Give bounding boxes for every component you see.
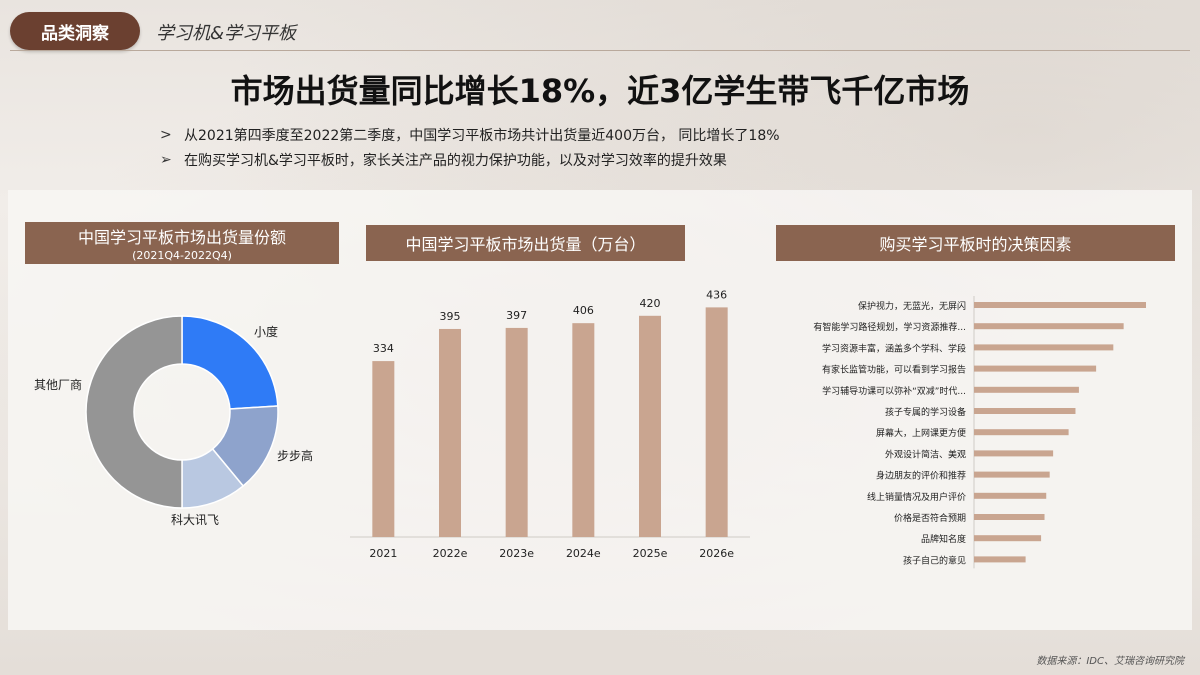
- bar: [974, 492, 1047, 499]
- shipment-chart-title-text: 中国学习平板市场出货量（万台）: [405, 235, 646, 254]
- bar: [974, 429, 1069, 436]
- category-tag: 品类洞察: [10, 12, 140, 50]
- bar: [974, 344, 1114, 351]
- bar: [639, 315, 661, 537]
- bullet-marker: ➢: [160, 151, 172, 168]
- donut-slice: [181, 315, 279, 410]
- bar-value-label: 334: [373, 342, 394, 355]
- x-tick-label: 2024e: [566, 547, 601, 560]
- data-source: 数据来源：IDC、艾瑞咨询研究院: [1036, 656, 1184, 667]
- bar: [974, 408, 1076, 414]
- category-label: 学习辅导功课可以弥补“双减”时代...: [822, 385, 966, 397]
- category-label: 屏幕大，上网课更方便: [876, 427, 966, 439]
- category-label: 价格是否符合预期: [894, 512, 966, 524]
- bar-value-label: 436: [706, 288, 727, 301]
- bar-value-label: 420: [640, 297, 661, 310]
- bar-value-label: 406: [573, 304, 594, 317]
- bar: [974, 535, 1042, 542]
- donut-label: 步步高: [277, 448, 313, 463]
- x-tick-label: 2023e: [499, 547, 534, 560]
- donut-label: 科大讯飞: [171, 513, 219, 527]
- x-tick-label: 2026e: [699, 547, 734, 560]
- category-label: 有智能学习路径规划，学习资源推荐...: [813, 321, 966, 333]
- category-label: 品牌知名度: [921, 533, 966, 545]
- bar: [974, 471, 1050, 478]
- category-label: 保护视力，无蓝光，无屏闪: [858, 300, 966, 312]
- x-tick-label: 2021: [369, 547, 397, 560]
- bar: [505, 327, 528, 537]
- share-chart-title: 中国学习平板市场出货量份额 (2021Q4-2022Q4): [25, 222, 339, 264]
- bar: [705, 307, 728, 537]
- bullet-item: > 从2021第四季度至2022第二季度，中国学习平板市场共计出货量近400万台…: [160, 122, 780, 147]
- shipment-bar-chart: 334 2021 395 2022e 397 2023e 406 2024e 420 2025e 4…: [350, 288, 750, 560]
- bullet-text: 从2021第四季度至2022第二季度，中国学习平板市场共计出货量近400万台， …: [184, 127, 780, 144]
- bar: [372, 361, 395, 537]
- bullet-list: > 从2021第四季度至2022第二季度，中国学习平板市场共计出货量近400万台…: [160, 122, 780, 172]
- bar: [572, 323, 595, 537]
- bar: [974, 323, 1124, 330]
- category-subtitle: 学习机&学习平板: [156, 23, 297, 44]
- x-tick-label: 2025e: [633, 547, 668, 560]
- shipment-chart-title: 中国学习平板市场出货量（万台）: [366, 225, 685, 261]
- bar: [974, 556, 1026, 563]
- page-title: 市场出货量同比增长18%，近3亿学生带飞千亿市场: [230, 72, 970, 110]
- category-label: 身边朋友的评价和推荐: [876, 470, 966, 482]
- x-tick-label: 2022e: [433, 547, 468, 560]
- bullet-item: ➢ 在购买学习机&学习平板时，家长关注产品的视力保护功能，以及对学习效率的提升效…: [160, 147, 780, 172]
- category-label: 学习资源丰富，涵盖多个学科、学段: [822, 342, 966, 354]
- header-divider: [10, 50, 1190, 51]
- bar: [974, 365, 1097, 372]
- donut-label: 其他厂商: [34, 377, 82, 392]
- share-chart-title-text: 中国学习平板市场出货量份额: [77, 228, 286, 247]
- bar: [439, 328, 461, 537]
- factors-chart-title: 购买学习平板时的决策因素: [776, 225, 1175, 261]
- bar: [974, 514, 1045, 520]
- bar: [974, 302, 1146, 308]
- category-label: 有家长监管功能，可以看到学习报告: [822, 364, 966, 376]
- bar-value-label: 395: [440, 310, 461, 323]
- category-label: 孩子自己的意见: [903, 554, 966, 566]
- donut-slice: [85, 315, 183, 509]
- donut-label: 小度: [254, 324, 278, 339]
- category-label: 外观设计简洁、美观: [885, 448, 966, 460]
- bullet-text: 在购买学习机&学习平板时，家长关注产品的视力保护功能，以及对学习效率的提升效果: [184, 152, 727, 169]
- bullet-marker: >: [160, 126, 172, 143]
- bar-value-label: 397: [506, 309, 527, 322]
- category-label: 线上销量情况及用户评价: [867, 491, 966, 503]
- category-label: 孩子专属的学习设备: [885, 406, 966, 418]
- factors-chart-title-text: 购买学习平板时的决策因素: [879, 235, 1072, 254]
- share-chart-subtitle: (2021Q4-2022Q4): [132, 249, 232, 262]
- bar: [974, 386, 1079, 393]
- bar: [974, 450, 1054, 457]
